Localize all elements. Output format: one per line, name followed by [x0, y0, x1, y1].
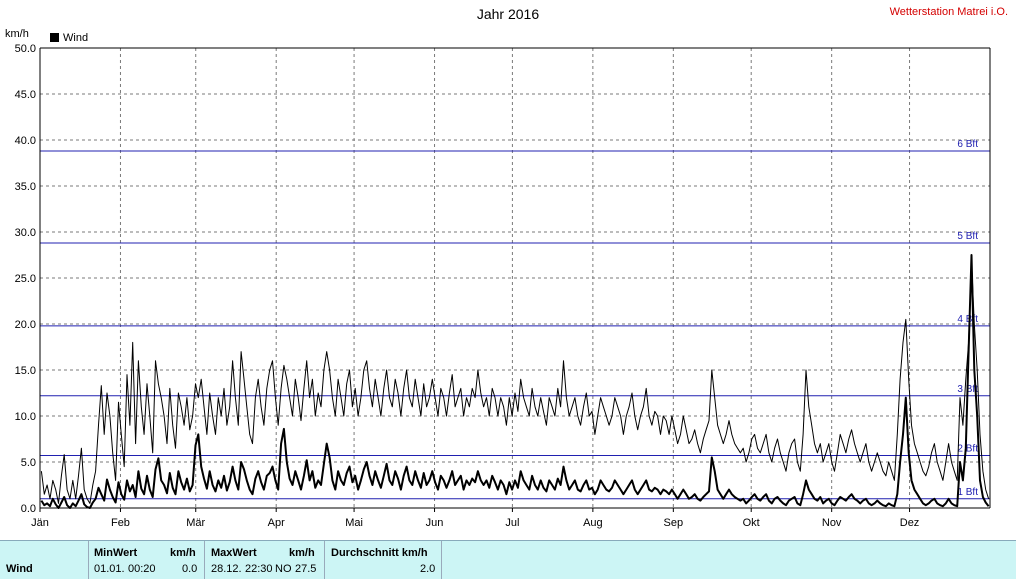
x-tick-label: Jul	[505, 517, 519, 529]
legend: Wind	[50, 32, 88, 44]
min-header: MinWert	[94, 547, 138, 559]
x-tick-label: Okt	[743, 517, 760, 529]
x-tick-label: Jun	[426, 517, 444, 529]
beaufort-label: 2 Bft	[957, 444, 978, 455]
min-date: 01.01.	[94, 563, 125, 575]
chart-title: Jahr 2016	[476, 6, 540, 22]
min-value: 0.0	[182, 563, 198, 575]
beaufort-label: 6 Bft	[957, 139, 978, 150]
beaufort-label: 1 Bft	[957, 487, 978, 498]
x-tick-label: Nov	[822, 517, 842, 529]
y-tick-label: 40.0	[15, 135, 36, 147]
max-value: 27.5	[295, 563, 317, 575]
avg-header: Durchschnitt km/h	[331, 547, 428, 559]
legend-label: Wind	[63, 32, 88, 44]
y-tick-label: 30.0	[15, 227, 36, 239]
x-tick-label: Sep	[664, 517, 684, 529]
y-tick-label: 35.0	[15, 181, 36, 193]
legend-swatch	[50, 33, 59, 42]
max-header: MaxWert	[211, 547, 257, 559]
beaufort-label: 5 Bft	[957, 231, 978, 242]
series-line-wind	[40, 254, 990, 509]
y-tick-label: 5.0	[21, 457, 36, 469]
y-tick-label: 20.0	[15, 319, 36, 331]
x-tick-label: Jän	[31, 517, 49, 529]
max-time: 22:30	[245, 563, 273, 575]
max-unit: km/h	[289, 547, 315, 559]
x-tick-label: Apr	[268, 517, 285, 529]
min-time: 00:20	[128, 563, 156, 575]
series-layer	[40, 254, 990, 509]
station-name: Wetterstation Matrei i.O.	[889, 6, 1008, 18]
min-unit: km/h	[170, 547, 196, 559]
grid	[40, 48, 990, 508]
avg-cell: Durchschnitt km/h 2.0	[324, 541, 442, 579]
avg-value: 2.0	[420, 563, 436, 575]
y-tick-label: 25.0	[15, 273, 36, 285]
summary-panel: Wind MinWert km/h 01.01. 00:20 0.0 MaxWe…	[0, 540, 1016, 579]
y-tick-label: 15.0	[15, 365, 36, 377]
min-cell: MinWert km/h 01.01. 00:20 0.0	[88, 541, 204, 579]
max-cell: MaxWert km/h 28.12. 22:30 NO 27.5	[204, 541, 324, 579]
y-tick-label: 50.0	[15, 43, 36, 55]
x-tick-label: Mai	[345, 517, 363, 529]
max-date: 28.12.	[211, 563, 242, 575]
y-tick-label: 45.0	[15, 89, 36, 101]
y-tick-label: 10.0	[15, 411, 36, 423]
axes: 0.0 5.0 10.0 15.0 20.0 25.0 30.0 35.0 40.0 45.0 50…	[5, 28, 991, 529]
y-unit-label: km/h	[5, 28, 29, 40]
x-tick-label: Mär	[186, 517, 205, 529]
y-tick-label: 0.0	[21, 503, 36, 515]
x-tick-label: Feb	[111, 517, 130, 529]
x-tick-label: Aug	[583, 517, 603, 529]
x-tick-label: Dez	[900, 517, 920, 529]
max-direction: NO	[275, 563, 292, 575]
series-line-wind-max	[40, 259, 990, 504]
beaufort-label: 4 Bft	[957, 314, 978, 325]
summary-series-label: Wind	[6, 563, 33, 575]
